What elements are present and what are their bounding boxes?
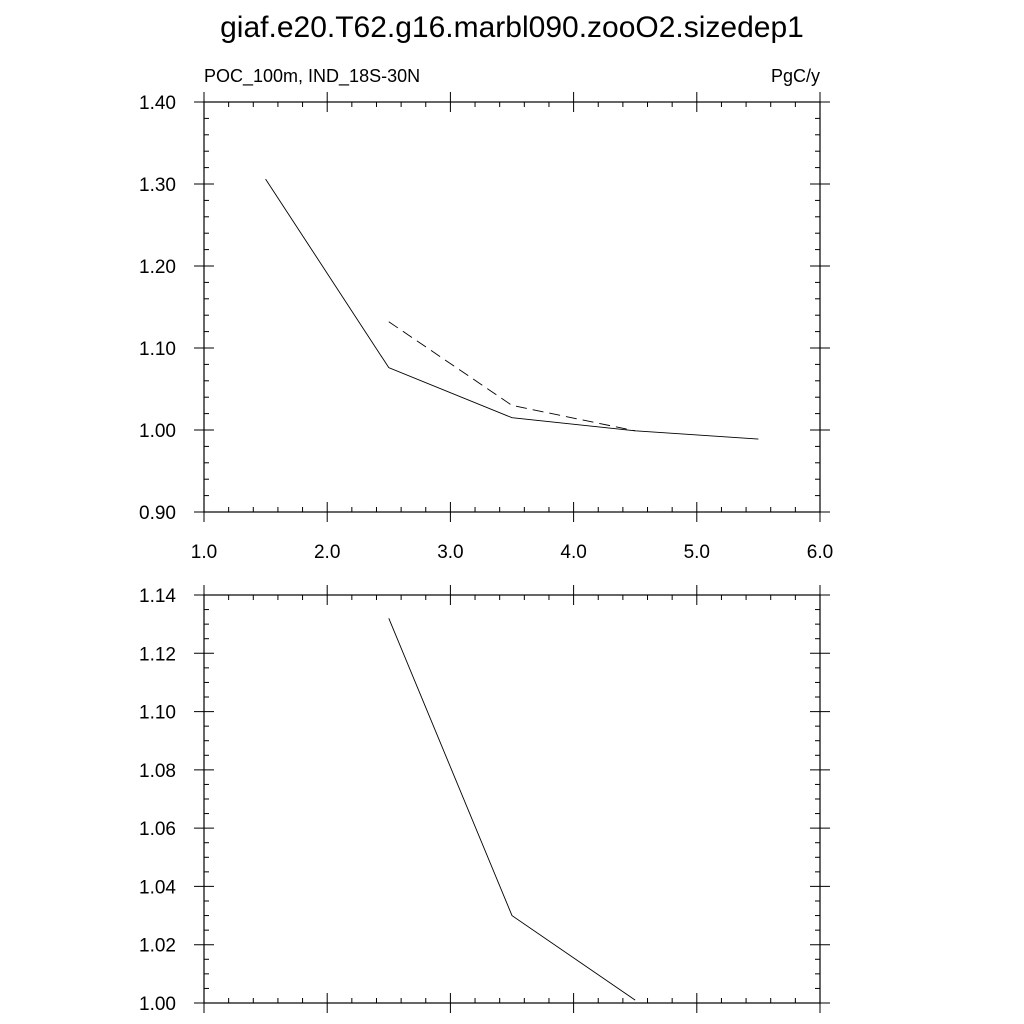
bottom-y-tick-label: 1.08 xyxy=(139,761,176,782)
top-y-tick-label: 1.00 xyxy=(139,421,176,442)
top-plot-frame xyxy=(203,101,821,513)
top-x-tick-label: 1.0 xyxy=(191,542,217,563)
top-x-tick-label: 5.0 xyxy=(684,542,710,563)
bottom-series-0-solid-line xyxy=(388,618,636,1001)
top-series-0-solid-line xyxy=(265,178,759,440)
top-y-tick-label: 1.30 xyxy=(139,175,176,196)
top-y-tick-label: 1.10 xyxy=(139,339,176,360)
bottom-line-chart: 1.00 1.02 1.04 1.06 1.08 1.10 1.12 1.14 xyxy=(139,585,830,1015)
top-x-tick-label: 4.0 xyxy=(560,542,586,563)
bottom-y-tick-label: 1.10 xyxy=(139,703,176,724)
top-x-tick-label: 3.0 xyxy=(437,542,463,563)
top-line-chart: POC_100m, IND_18S-30N PgC/y 1.0 2.0 3.0 4.0… xyxy=(139,66,833,563)
top-x-tick-label: 6.0 xyxy=(807,542,833,563)
top-y-tick-label: 1.40 xyxy=(139,93,176,114)
bottom-y-tick-label: 1.14 xyxy=(139,586,176,607)
top-x-tick-label: 2.0 xyxy=(314,542,340,563)
bottom-y-tick-label: 1.12 xyxy=(139,644,176,665)
bottom-plot-frame xyxy=(203,594,821,1004)
bottom-y-tick-label: 1.00 xyxy=(139,994,176,1015)
top-chart-left-label: POC_100m, IND_18S-30N xyxy=(204,66,420,87)
bottom-y-tick-label: 1.04 xyxy=(139,877,176,898)
bottom-y-tick-label: 1.02 xyxy=(139,936,176,957)
top-chart-units-label: PgC/y xyxy=(771,66,820,86)
bottom-y-tick-label: 1.06 xyxy=(139,819,176,840)
top-y-tick-label: 0.90 xyxy=(139,503,176,524)
top-y-tick-label: 1.20 xyxy=(139,257,176,278)
figure-title: giaf.e20.T62.g16.marbl090.zooO2.sizedep1 xyxy=(220,11,804,44)
top-series-1-dashed-line xyxy=(388,321,636,432)
